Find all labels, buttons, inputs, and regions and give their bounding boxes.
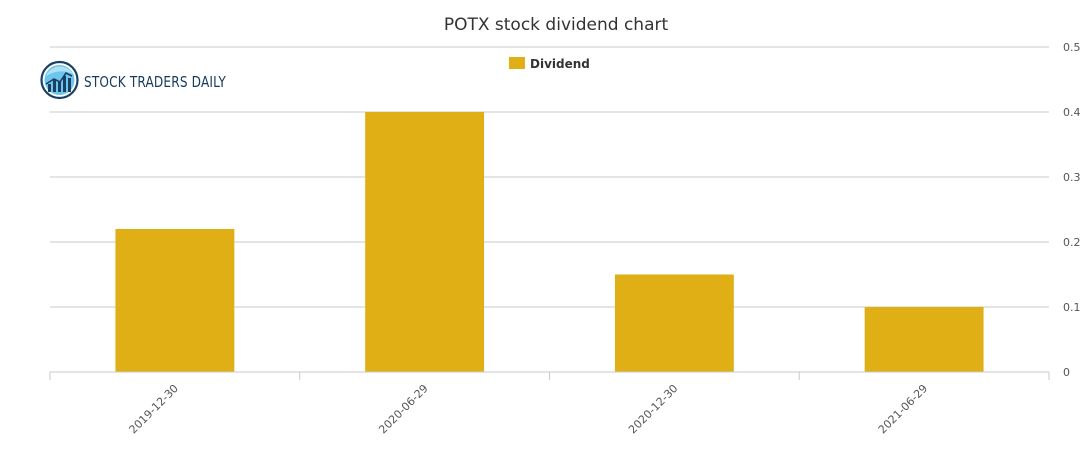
logo-wordmark: STOCK TRADERS DAILY <box>84 73 226 91</box>
x-axis-ticks: 2019-12-30 2020-06-29 2020-12-30 2021-06-29 <box>127 382 931 436</box>
bar-2019-12-30 <box>115 229 235 372</box>
y-tick-label: 0.2 <box>1063 236 1081 249</box>
y-tick-label: 0.1 <box>1063 301 1081 314</box>
x-tick-label: 2019-12-30 <box>127 382 181 436</box>
x-tick-label: 2020-06-29 <box>376 382 430 436</box>
chart-title: POTX stock dividend chart <box>444 15 669 35</box>
y-tick-label: 0 <box>1063 366 1070 379</box>
x-tick-label: 2020-12-30 <box>626 382 680 436</box>
legend-swatch-dividend <box>509 57 525 69</box>
y-tick-label: 0.3 <box>1063 171 1081 184</box>
bar-chart-globe-icon <box>40 60 79 100</box>
legend-label-dividend: Dividend <box>530 57 590 71</box>
bar-2020-12-30 <box>614 274 734 372</box>
bar-2021-06-29 <box>864 307 984 372</box>
x-tick-label: 2021-06-29 <box>876 382 930 436</box>
stock-traders-daily-logo: STOCK TRADERS DAILY <box>40 60 226 100</box>
bar-2020-06-29 <box>365 112 485 372</box>
legend: Dividend <box>509 57 590 71</box>
y-tick-label: 0.5 <box>1063 41 1081 54</box>
y-tick-label: 0.4 <box>1063 106 1081 119</box>
x-axis <box>49 371 1050 380</box>
bars <box>115 112 984 372</box>
y-axis-ticks: 0 0.1 0.2 0.3 0.4 0.5 <box>1063 41 1081 379</box>
